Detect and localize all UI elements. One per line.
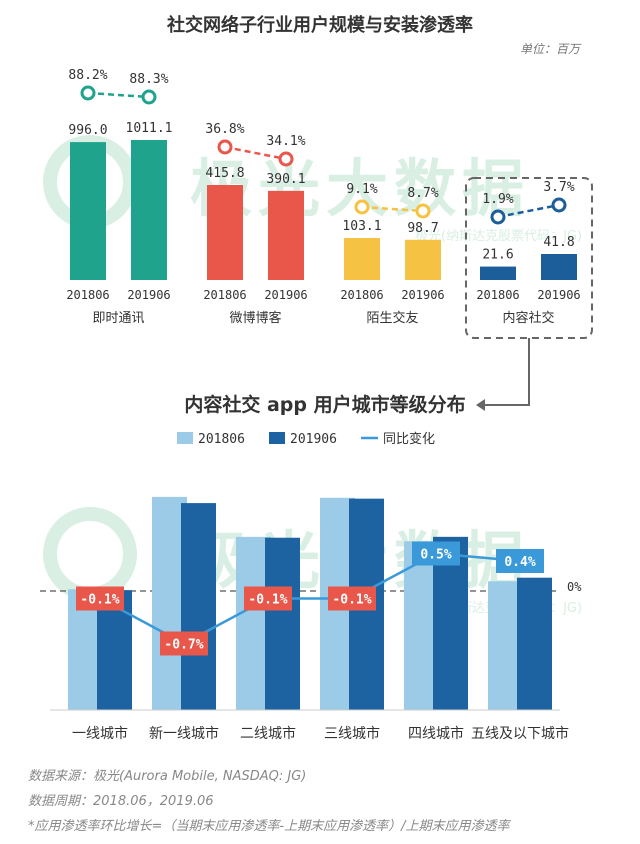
city-tier-label-3: 二线城市 (240, 725, 296, 742)
legend-label-yoy: 同比变化 (383, 431, 435, 447)
penetration-dot-chat-201806 (80, 85, 96, 101)
bar-chat-201906 (131, 140, 167, 280)
year-label-content-201806: 201806 (476, 288, 519, 302)
top-chart-title: 社交网络子行业用户规模与安装渗透率 (167, 14, 473, 36)
penetration-label-stranger-201906: 8.7% (407, 186, 438, 201)
penetration-label-chat-201906: 88.3% (129, 72, 168, 87)
bar-weibo-201806 (207, 185, 243, 280)
value-label-weibo-201906: 390.1 (266, 172, 305, 187)
value-label-content-201806: 21.6 (482, 248, 513, 263)
value-label-content-201906: 41.8 (543, 235, 574, 250)
connector-arrow-icon (476, 399, 485, 411)
connector-line (485, 338, 530, 406)
wm-top-code: 极光(纳斯达克股票代码：JG) (415, 229, 582, 244)
penetration-line-weibo (224, 145, 287, 161)
penetration-dot-stranger-201906 (415, 203, 431, 219)
yoy-label-2: -0.7% (164, 638, 203, 653)
bottom-chart-title: 内容社交 app 用户城市等级分布 (184, 393, 465, 416)
penetration-label-weibo-201906: 34.1% (266, 134, 305, 149)
yoy-label-box-6 (496, 549, 544, 573)
wm-bottom-logo-icon (43, 507, 137, 601)
penetration-label-weibo-201806: 36.8% (205, 122, 244, 137)
city-tier-label-6: 五线及以下城市 (471, 725, 569, 742)
year-label-stranger-201806: 201806 (340, 288, 383, 302)
city-tier-label-1: 一线城市 (72, 725, 128, 742)
top-chart-unit: 单位：百万 (520, 42, 582, 56)
city-tier-label-4: 三线城市 (324, 725, 380, 742)
category-label-weibo: 微博博客 (229, 310, 281, 326)
penetration-line-content (497, 203, 560, 219)
bottom-chart: 0% 一线城市 新一线城市 二线城市 三线城市 四线城市 五线及以下城市 -0.1% -0.7%… (40, 496, 582, 742)
penetration-label-content-201906: 3.7% (543, 180, 574, 195)
bar-chat-201806 (70, 142, 106, 280)
bar-stranger-201806 (344, 238, 380, 280)
penetration-label-stranger-201806: 9.1% (346, 182, 377, 197)
year-label-chat-201906: 201906 (127, 288, 170, 302)
penetration-line-chat (87, 91, 150, 99)
penetration-dot-content-201806 (490, 209, 506, 225)
value-label-weibo-201806: 415.8 (205, 166, 244, 181)
yoy-label-4: -0.1% (332, 593, 371, 608)
category-label-content: 内容社交 (502, 310, 554, 326)
category-label-stranger: 陌生交友 (366, 310, 418, 326)
value-label-chat-201806: 996.0 (68, 123, 107, 138)
bar-2-201906 (181, 503, 216, 710)
yoy-label-box-5 (412, 541, 460, 566)
year-label-weibo-201906: 201906 (264, 288, 307, 302)
category-label-chat: 即时通讯 (92, 311, 144, 326)
footer-period: 数据周期：2018.06，2019.06 (28, 794, 214, 809)
bar-content-201906 (541, 254, 577, 280)
penetration-dot-weibo-201806 (217, 139, 233, 155)
zero-reference-label: 0% (567, 580, 582, 594)
city-tier-label-5: 四线城市 (408, 725, 464, 742)
penetration-label-content-201806: 1.9% (482, 192, 513, 207)
year-label-chat-201806: 201806 (66, 288, 109, 302)
yoy-label-box-4 (328, 586, 376, 611)
value-label-stranger-201906: 98.7 (407, 221, 438, 236)
penetration-dot-content-201906 (551, 197, 567, 213)
legend-swatch-201906 (269, 432, 285, 444)
penetration-dot-chat-201906 (141, 89, 157, 105)
wm-top-brand: 极光大数据 (190, 152, 530, 225)
bar-6-201906 (517, 577, 552, 710)
bar-3-201906 (265, 537, 300, 710)
yoy-label-3: -0.1% (248, 593, 287, 608)
year-label-weibo-201806: 201806 (203, 288, 246, 302)
city-tier-label-2: 新一线城市 (149, 725, 219, 742)
value-label-stranger-201806: 103.1 (342, 219, 381, 234)
yoy-label-6: 0.4% (504, 555, 535, 570)
yoy-label-box-1 (76, 586, 124, 611)
legend-label-201906: 201906 (290, 432, 337, 447)
penetration-line-stranger (361, 205, 424, 213)
bar-5-201906 (433, 536, 468, 710)
bar-content-201806 (480, 266, 516, 280)
yoy-label-box-2 (160, 631, 208, 656)
legend: 201806 201906 同比变化 (177, 431, 435, 447)
year-label-content-201906: 201906 (537, 288, 580, 302)
penetration-dot-stranger-201806 (354, 199, 370, 215)
yoy-label-1: -0.1% (80, 593, 119, 608)
bar-weibo-201906 (268, 190, 304, 280)
legend-label-201806: 201806 (198, 432, 245, 447)
value-label-chat-201906: 1011.1 (126, 121, 173, 136)
penetration-label-chat-201806: 88.2% (68, 68, 107, 83)
footer-source: 数据来源：极光(Aurora Mobile, NASDAQ: JG) (28, 769, 306, 784)
top-chart: 996.0 201806 1011.1 201906 即时通讯 88.2% 88.3% 415… (66, 68, 580, 326)
year-label-stranger-201906: 201906 (401, 288, 444, 302)
yoy-label-box-3 (244, 586, 292, 611)
penetration-dot-weibo-201906 (278, 151, 294, 167)
legend-swatch-201806 (177, 432, 193, 444)
yoy-label-5: 0.5% (420, 548, 451, 563)
footer-note: *应用渗透率环比增长=（当期末应用渗透率-上期末应用渗透率）/上期末应用渗透率 (28, 818, 511, 834)
highlight-box (465, 177, 593, 339)
bar-stranger-201906 (405, 239, 441, 280)
